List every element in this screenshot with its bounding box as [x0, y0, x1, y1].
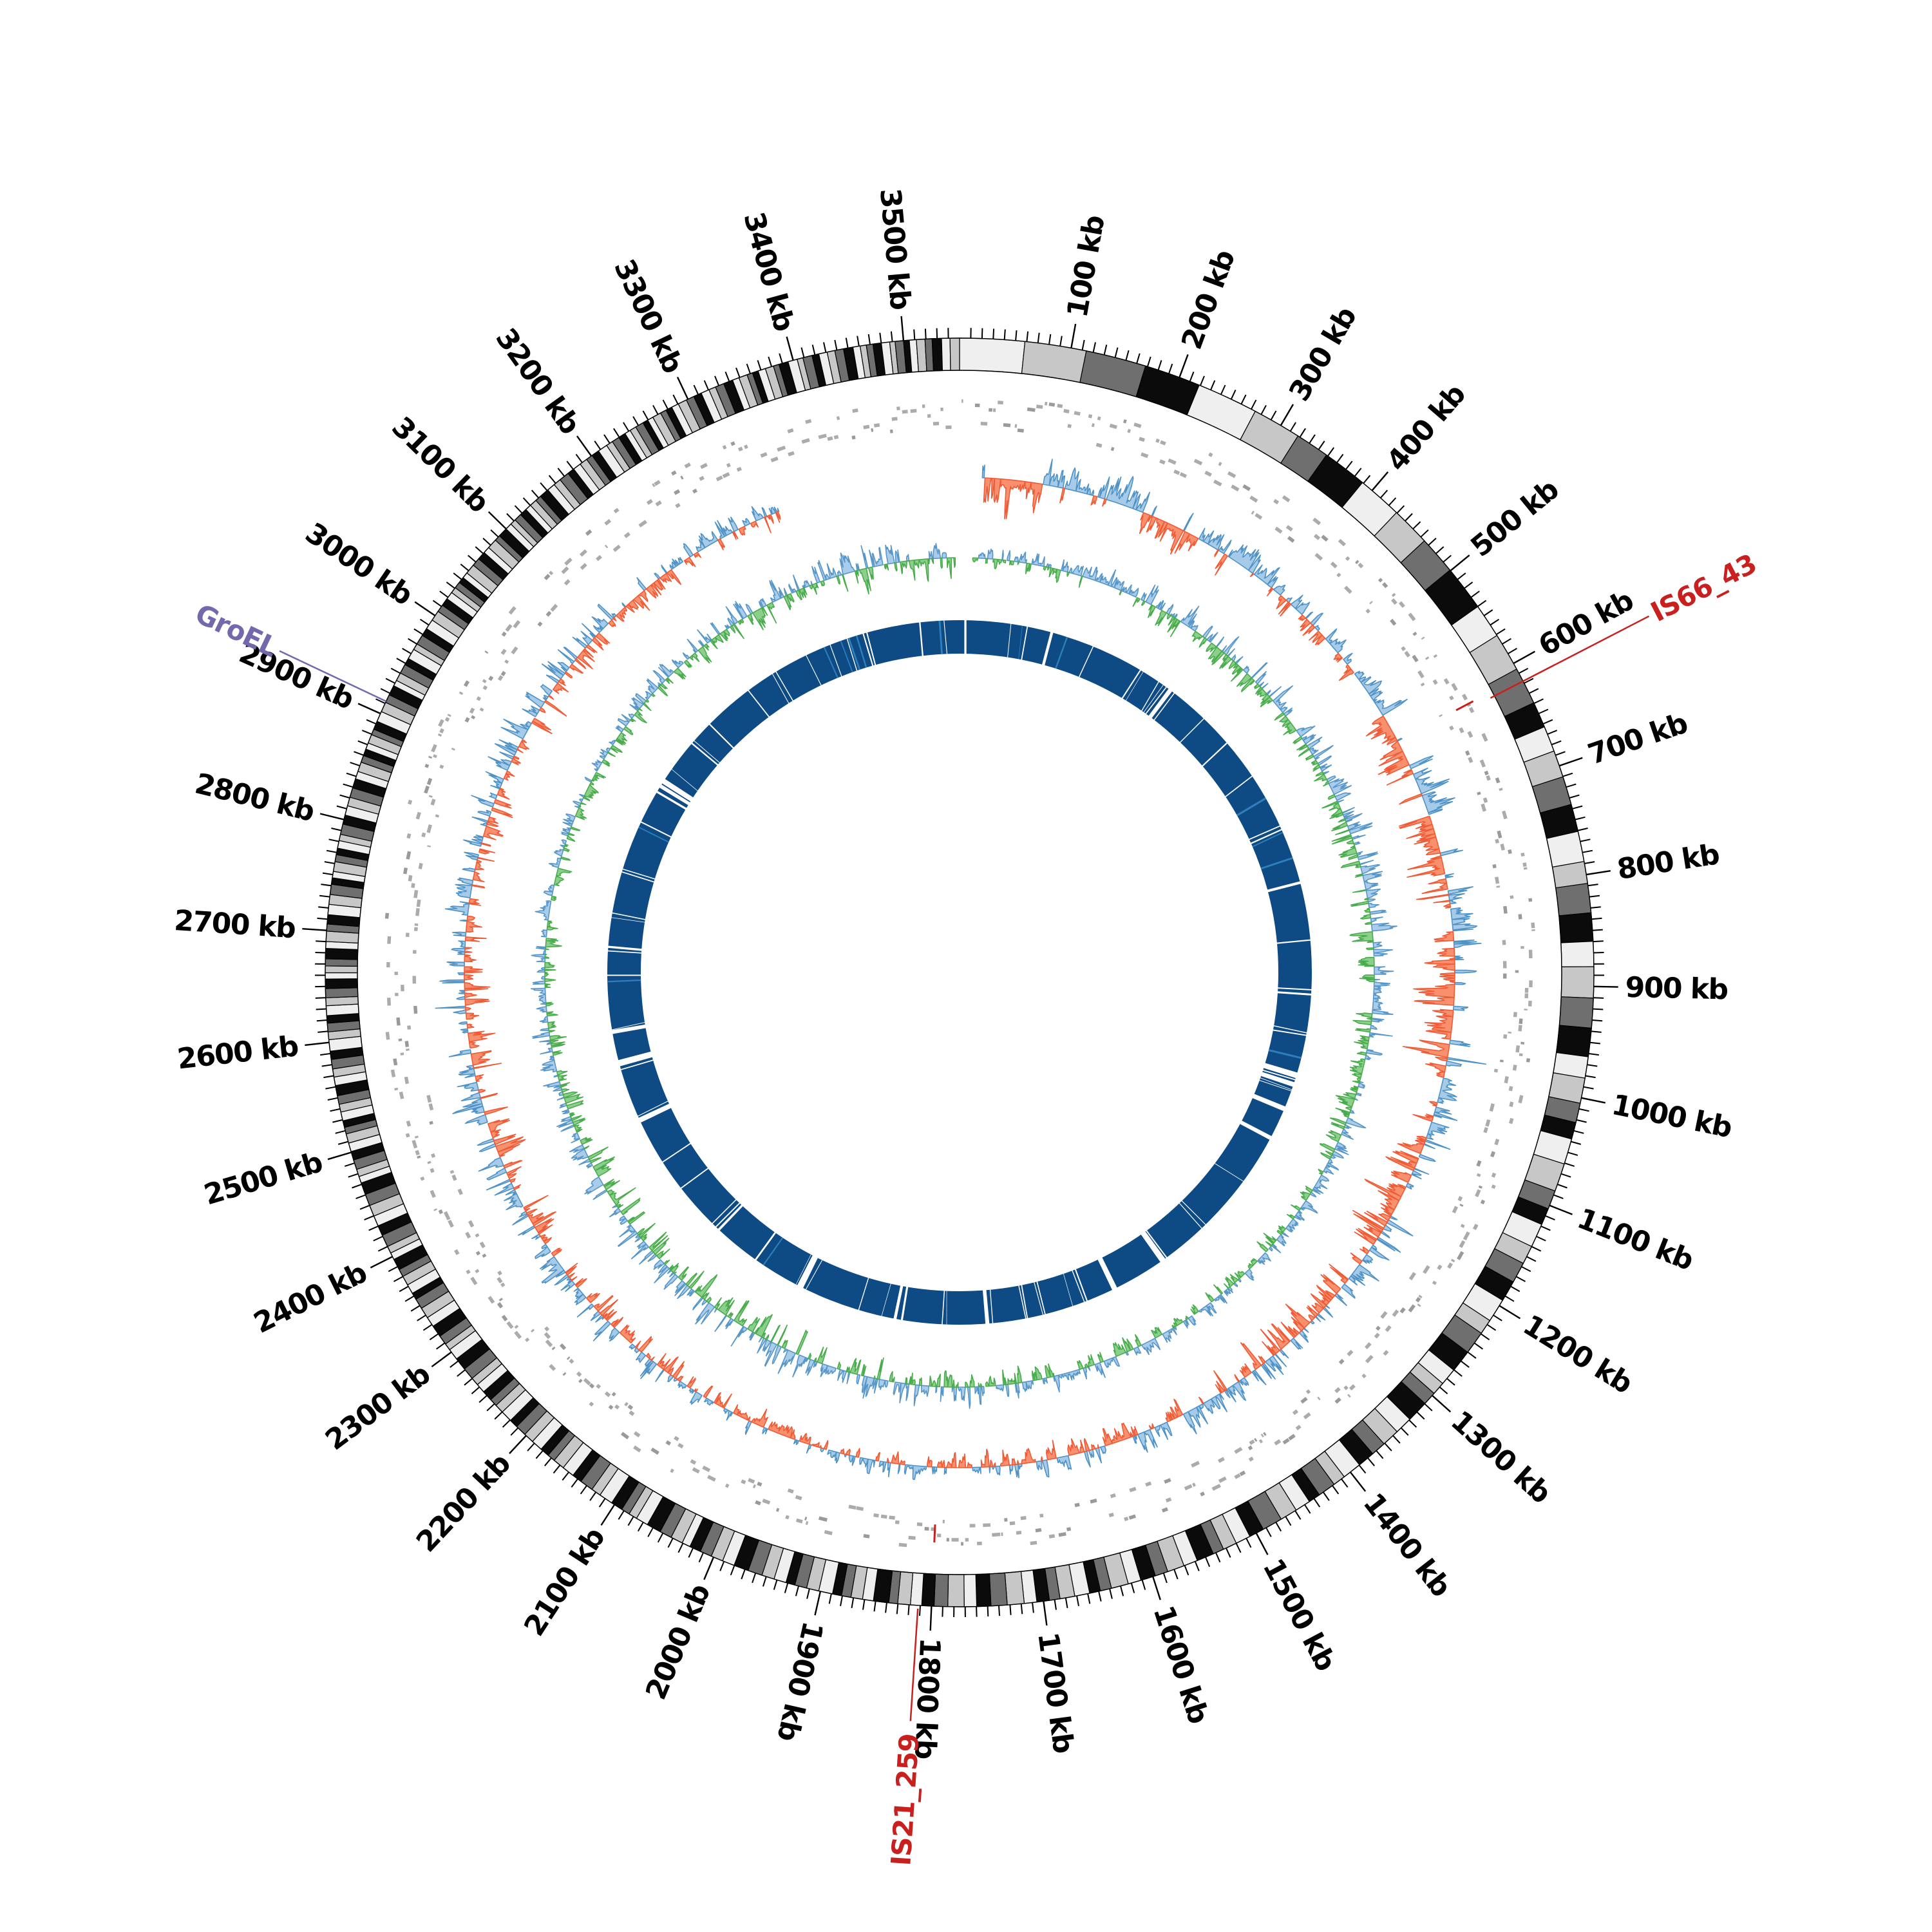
tick-label-2300kb: 2300 kb: [319, 1358, 436, 1457]
tick-label-500kb: 500 kb: [1464, 473, 1564, 564]
tick-label-3400kb: 3400 kb: [737, 209, 800, 334]
tick-label-1400kb: 1400 kb: [1357, 1487, 1457, 1603]
annotation-leader-line: [1490, 615, 1650, 699]
tick-label-3000kb: 3000 kb: [299, 516, 418, 612]
tick-label-1600kb: 1600 kb: [1146, 1602, 1215, 1727]
tick-label-600kb: 600 kb: [1533, 584, 1639, 663]
tick-label-1200kb: 1200 kb: [1517, 1309, 1638, 1400]
tick-label-3300kb: 3300 kb: [607, 254, 689, 378]
annotation-feature-tick: [933, 1524, 936, 1543]
core-genome-ring: [605, 619, 1313, 1326]
annotation-feature-tick: [1455, 700, 1474, 712]
tick-label-800kb: 800 kb: [1615, 838, 1721, 886]
gc-skew-track: [530, 543, 1397, 1409]
tick-label-1300kb: 1300 kb: [1444, 1405, 1557, 1510]
tick-label-3200kb: 3200 kb: [489, 322, 586, 440]
annotation-label: IS66_43: [1645, 548, 1761, 629]
tick-label-1700kb: 1700 kb: [1031, 1631, 1079, 1755]
tick-label-2100kb: 2100 kb: [518, 1522, 611, 1642]
tick-label-2400kb: 2400 kb: [249, 1256, 372, 1340]
tick-label-2800kb: 2800 kb: [192, 767, 317, 828]
tick-label-2600kb: 2600 kb: [176, 1030, 300, 1075]
tick-label-3100kb: 3100 kb: [385, 411, 495, 519]
tick-label-400kb: 400 kb: [1380, 379, 1472, 478]
coverage-skew-track: [435, 459, 1486, 1481]
tick-label-1900kb: 1900 kb: [770, 1618, 829, 1744]
gene-tile-track: [384, 399, 1535, 1548]
tick-label-2200kb: 2200 kb: [410, 1448, 517, 1558]
tick-label-700kb: 700 kb: [1584, 707, 1691, 772]
tick-label-100kb: 100 kb: [1061, 213, 1111, 319]
annotation-leader-line: [279, 650, 387, 703]
tick-label-900kb: 900 kb: [1625, 971, 1728, 1007]
tick-label-2500kb: 2500 kb: [200, 1146, 326, 1211]
tick-label-1500kb: 1500 kb: [1256, 1553, 1342, 1676]
tick-label-200kb: 200 kb: [1175, 246, 1242, 354]
annotation-label: IS21_259: [885, 1733, 925, 1867]
tick-label-1100kb: 1100 kb: [1573, 1202, 1698, 1277]
annotation-leader-line: [909, 1608, 919, 1721]
annotation-label: GroEL: [191, 598, 283, 663]
tick-label-3500kb: 3500 kb: [873, 187, 917, 310]
scale-ticks: [302, 316, 1618, 1631]
tick-label-2000kb: 2000 kb: [639, 1580, 717, 1704]
tick-label-300kb: 300 kb: [1283, 302, 1363, 407]
contig-ring: [325, 337, 1595, 1607]
tick-label-1000kb: 1000 kb: [1609, 1088, 1734, 1144]
tick-label-2700kb: 2700 kb: [173, 904, 296, 945]
